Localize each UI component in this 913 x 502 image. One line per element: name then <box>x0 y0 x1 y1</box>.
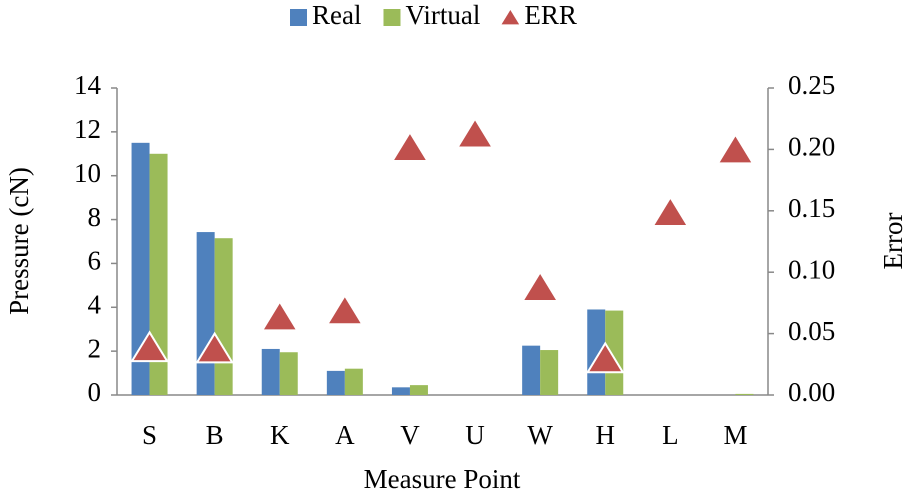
x-tick-label: H <box>596 420 616 450</box>
legend-swatch <box>290 9 307 26</box>
x-tick-label: V <box>400 420 420 450</box>
err-marker <box>455 116 495 149</box>
y2-tick-label: 0.20 <box>788 132 835 162</box>
x-tick-label: K <box>270 420 290 450</box>
x-axis-label: Measure Point <box>364 464 521 494</box>
y-tick-label: 2 <box>88 333 102 363</box>
bar <box>391 387 410 395</box>
legend-marker <box>501 10 520 25</box>
bar <box>196 232 215 395</box>
y-axis-label: Pressure (cN) <box>4 167 34 315</box>
legend-label: ERR <box>524 0 577 30</box>
err-marker <box>195 331 235 364</box>
y2-tick-label: 0.25 <box>788 70 835 100</box>
bar <box>605 310 624 395</box>
y2-tick-label: 0.00 <box>788 377 835 407</box>
legend-label: Virtual <box>405 0 480 30</box>
err-marker <box>130 330 169 363</box>
y-tick-label: 4 <box>88 289 102 319</box>
y2-tick-label: 0.15 <box>788 193 835 223</box>
bar <box>261 348 280 395</box>
err-marker <box>585 341 625 374</box>
x-tick-label: B <box>206 420 224 450</box>
y-tick-label: 8 <box>88 202 102 232</box>
legend-label: Real <box>312 0 361 30</box>
x-tick-label: L <box>662 420 679 450</box>
bar <box>735 393 754 395</box>
y2-tick-label: 0.05 <box>788 316 835 346</box>
y-tick-label: 0 <box>88 377 102 407</box>
y2-axis-label: Error <box>878 213 908 270</box>
y-tick-label: 14 <box>74 70 102 100</box>
bar <box>587 309 606 395</box>
y-tick-label: 6 <box>88 246 102 276</box>
y2-tick-label: 0.10 <box>788 254 835 284</box>
x-tick-label: W <box>527 420 553 450</box>
err-marker <box>390 130 430 162</box>
bar <box>279 352 298 395</box>
err-marker <box>325 293 365 326</box>
bar <box>214 238 233 395</box>
bar <box>540 350 559 395</box>
bar <box>131 142 150 395</box>
x-tick-label: A <box>335 420 355 450</box>
bar <box>409 385 428 395</box>
bar <box>149 153 168 395</box>
x-tick-label: U <box>465 420 485 450</box>
err-marker <box>650 195 690 228</box>
y-tick-label: 12 <box>74 114 101 144</box>
err-marker <box>520 270 560 302</box>
err-marker <box>716 132 755 165</box>
bar <box>344 368 363 395</box>
legend-swatch <box>383 9 401 26</box>
bar <box>522 345 541 395</box>
x-tick-label: M <box>723 420 747 450</box>
y-tick-label: 10 <box>74 158 101 188</box>
bar <box>326 370 345 395</box>
err-marker <box>260 299 300 332</box>
x-tick-label: S <box>142 420 157 450</box>
